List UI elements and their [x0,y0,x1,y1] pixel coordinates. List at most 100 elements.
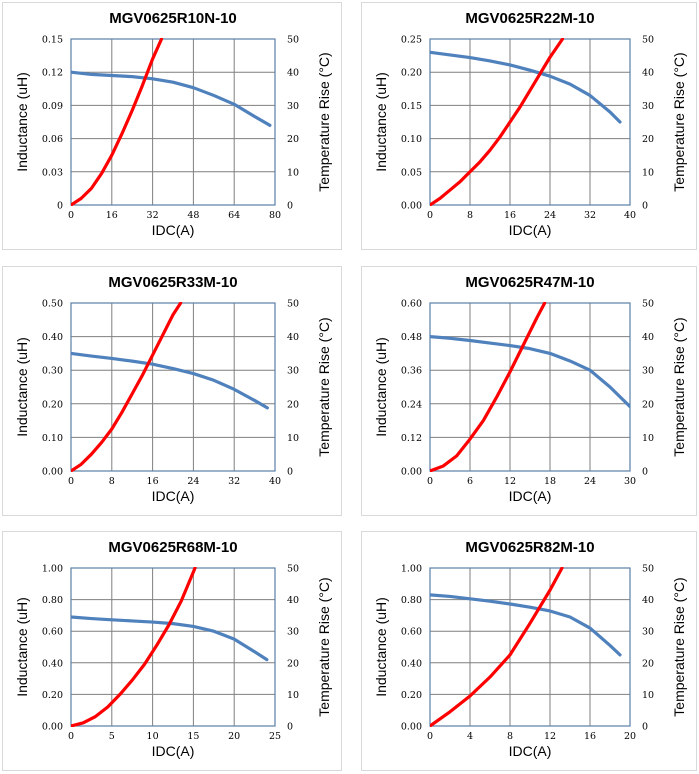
inductance-line [430,593,622,657]
y-tick-label: 0.15 [401,101,422,112]
inductance-line [71,615,269,662]
x-tick-label: 24 [544,210,556,221]
y-tick-label: 0.40 [401,658,422,669]
y-tick-label: 0.00 [401,467,422,478]
x-tick-label: 32 [228,476,240,487]
y2-tick-label: 50 [287,35,299,46]
y-axis-label: Inductance (uH) [14,72,30,172]
x-tick-label: 0 [427,731,433,742]
y-tick-label: 0.30 [42,366,63,377]
y2-tick-label: 50 [287,564,299,575]
y2-tick-label: 10 [642,433,654,444]
x-tick-label: 32 [584,210,596,221]
chart-title: MGV0625R82M-10 [465,539,594,556]
x-tick-label: 0 [68,731,74,742]
x-tick-label: 80 [269,210,281,221]
inductance-line [71,70,272,127]
y-tick-label: 0.10 [42,433,63,444]
y-tick-label: 0.25 [401,35,422,46]
x-tick-label: 16 [147,476,159,487]
y2-axis-label: Temperature Rise (°C) [316,577,332,716]
y2-tick-label: 50 [642,299,654,310]
x-tick-label: 30 [624,476,636,487]
x-tick-label: 18 [544,476,556,487]
y-tick-label: 0.48 [401,332,422,343]
y-tick-label: 0.09 [42,101,63,112]
y2-tick-label: 40 [642,332,654,343]
y2-tick-label: 0 [287,201,293,212]
y2-tick-label: 20 [287,658,299,669]
y-axis-label: Inductance (uH) [373,597,389,697]
y-tick-label: 0.20 [42,690,63,701]
y2-tick-label: 40 [287,68,299,79]
y2-tick-label: 10 [642,167,654,178]
y2-tick-label: 0 [287,467,293,478]
x-axis-label: IDC(A) [152,488,195,504]
x-tick-label: 24 [187,476,199,487]
y-tick-label: 0.80 [401,595,422,606]
y2-tick-label: 10 [287,690,299,701]
y2-tick-label: 30 [287,627,299,638]
y-tick-label: 1.00 [401,564,422,575]
y2-tick-label: 50 [287,299,299,310]
x-tick-label: 8 [109,476,115,487]
y2-tick-label: 20 [287,134,299,145]
y2-tick-label: 30 [642,101,654,112]
x-axis-label: IDC(A) [152,743,195,759]
temperature-rise-line [71,38,164,206]
y-tick-label: 0.60 [42,627,63,638]
x-tick-label: 8 [507,731,513,742]
x-tick-label: 20 [624,731,636,742]
chart-panel-5: 0 5 10 15 20 25 0.00 0.20 0.40 0.60 0.80 1.00 0 10 20 3… [2,531,342,771]
y-tick-label: 0.12 [42,68,63,79]
chart-panel-6: 0 4 8 12 16 20 0.00 0.20 0.40 0.60 0.80 1.00 0 10 20 30… [361,531,697,771]
plot-frame [70,302,276,472]
y-tick-label: 0.24 [401,399,422,410]
y-axis-label: Inductance (uH) [14,337,30,437]
y-tick-label: 0.50 [42,299,63,310]
y-tick-label: 0.20 [42,399,63,410]
x-tick-label: 6 [467,476,473,487]
x-tick-label: 12 [504,476,516,487]
y-tick-label: 0.05 [401,167,422,178]
y-tick-label: 0.00 [401,201,422,212]
x-tick-label: 64 [228,210,240,221]
chart-4: 0 6 12 18 24 30 0.00 0.12 0.24 0.36 0.48 0.60 0 10 20 3… [373,274,687,504]
x-tick-label: 24 [584,476,596,487]
y2-tick-label: 50 [642,564,654,575]
chart-title: MGV0625R47M-10 [465,274,594,291]
y-tick-label: 0.12 [401,433,422,444]
y-axis-label: Inductance (uH) [373,72,389,172]
x-tick-label: 48 [187,210,199,221]
temperature-rise-line [71,302,183,472]
chart-title: MGV0625R10N-10 [109,10,237,27]
y-tick-label: 0.40 [42,658,63,669]
plot-frame [70,567,276,727]
chart-panel-4: 0 6 12 18 24 30 0.00 0.12 0.24 0.36 0.48 0.60 0 10 20 3… [361,266,697,516]
y2-tick-label: 10 [642,690,654,701]
temperature-rise-line [430,302,547,472]
y-tick-label: 0.10 [401,134,422,145]
chart-panel-3: 0 8 16 24 32 40 0.00 0.10 0.20 0.30 0.40 0.50 0 10 20 3… [2,266,342,516]
y2-tick-label: 20 [642,134,654,145]
plot-frame [429,38,631,206]
y2-tick-label: 0 [642,201,648,212]
y2-tick-label: 0 [642,467,648,478]
y2-axis-label: Temperature Rise (°C) [671,317,687,456]
x-axis-label: IDC(A) [509,222,552,238]
x-tick-label: 25 [269,731,281,742]
x-tick-label: 40 [624,210,636,221]
y-tick-label: 0.36 [401,366,422,377]
y2-tick-label: 30 [287,366,299,377]
y-tick-label: 0.60 [401,299,422,310]
y-axis-label: Inductance (uH) [14,597,30,697]
y2-tick-label: 40 [642,68,654,79]
x-tick-label: 0 [68,210,74,221]
y2-tick-label: 20 [642,399,654,410]
temperature-rise-line [430,567,564,727]
x-tick-label: 0 [427,476,433,487]
chart-panel-1: 0 16 32 48 64 80 0 0.03 0.06 0.09 0.12 0.15 0 10 20 30 4… [2,2,342,250]
x-tick-label: 32 [147,210,159,221]
y2-axis-label: Temperature Rise (°C) [316,317,332,456]
y2-axis-label: Temperature Rise (°C) [671,577,687,716]
